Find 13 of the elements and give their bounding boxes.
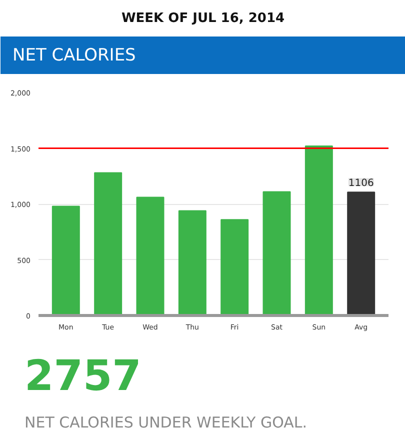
bar	[220, 219, 249, 316]
data-label: 1106	[348, 178, 374, 190]
chart-title: WEEK OF JUL 16, 2014	[121, 11, 285, 26]
bar	[262, 191, 291, 316]
bar	[52, 206, 80, 316]
bar	[136, 196, 164, 316]
text: NET CALORIES UNDER WEEKLY GOAL.	[24, 414, 307, 432]
bar	[178, 210, 206, 316]
chart-subtitle: NET CALORIES	[12, 46, 136, 66]
bar	[94, 172, 122, 316]
bar	[304, 146, 333, 316]
bar	[347, 192, 376, 316]
text: 2757	[24, 351, 142, 400]
